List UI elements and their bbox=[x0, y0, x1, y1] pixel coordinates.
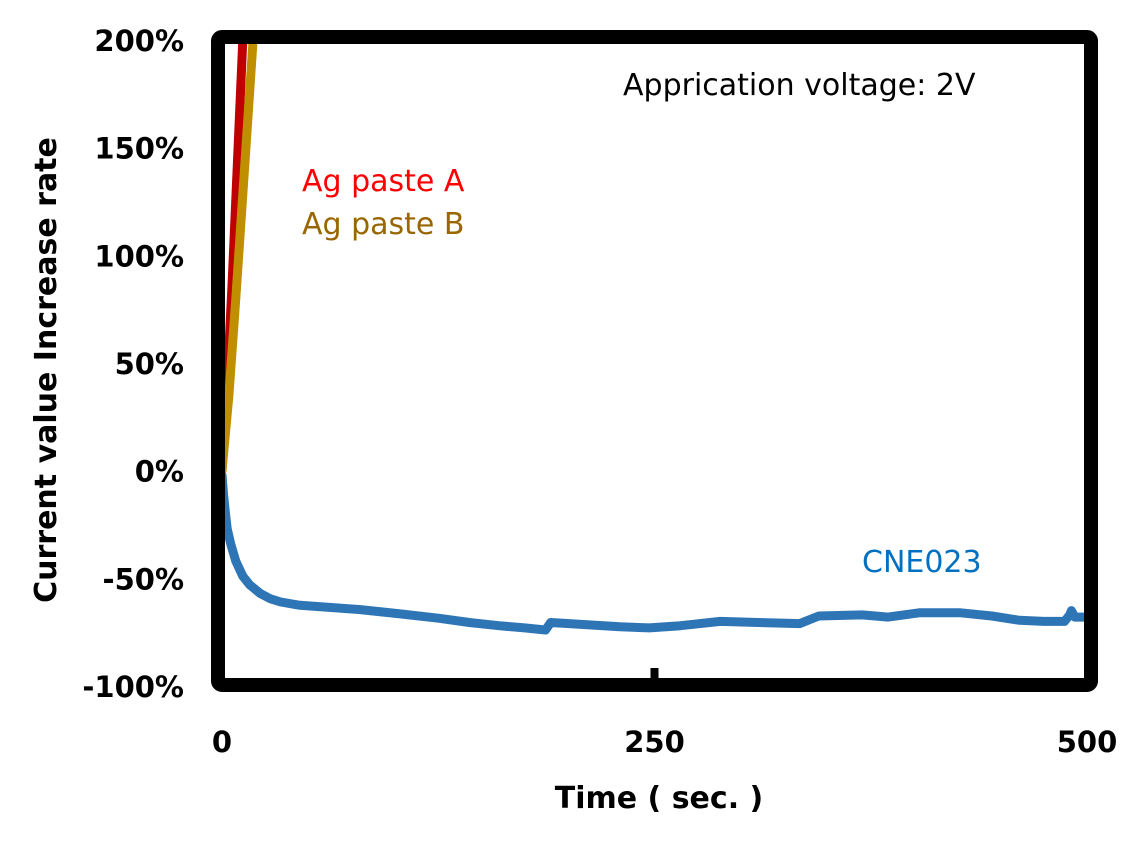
y-tick-label: 100% bbox=[94, 239, 184, 273]
x-tick-label: 250 bbox=[624, 725, 685, 759]
y-tick-label: -50% bbox=[103, 562, 184, 596]
x-axis-label: Time ( sec. ) bbox=[555, 781, 764, 816]
y-axis-label: Current value Increase rate bbox=[29, 137, 64, 603]
plot-frame bbox=[211, 30, 1098, 692]
y-ticks: 200% 150% 100% 50% 0% -50% -100% bbox=[82, 24, 184, 704]
x-tick-label: 500 bbox=[1057, 725, 1118, 759]
series-line-cne023 bbox=[222, 470, 1087, 635]
y-tick-label: -100% bbox=[82, 670, 184, 704]
voltage-annotation: Apprication voltage: 2V bbox=[623, 68, 976, 103]
series-line-ag-paste-b bbox=[222, 38, 258, 476]
y-tick-label: 150% bbox=[94, 132, 184, 166]
legend-ag-paste-b: Ag paste B bbox=[302, 207, 465, 242]
legend-ag-paste-a: Ag paste A bbox=[302, 164, 465, 199]
x-tick-label: 0 bbox=[212, 725, 232, 759]
y-tick-label: 200% bbox=[94, 24, 184, 58]
y-tick-label: 0% bbox=[135, 455, 184, 489]
legend-cne023: CNE023 bbox=[862, 545, 982, 580]
x-ticks: 0 250 500 bbox=[212, 668, 1117, 759]
y-tick-label: 50% bbox=[115, 347, 184, 381]
x-tick-mark bbox=[650, 668, 659, 682]
series-layer bbox=[222, 38, 1087, 635]
